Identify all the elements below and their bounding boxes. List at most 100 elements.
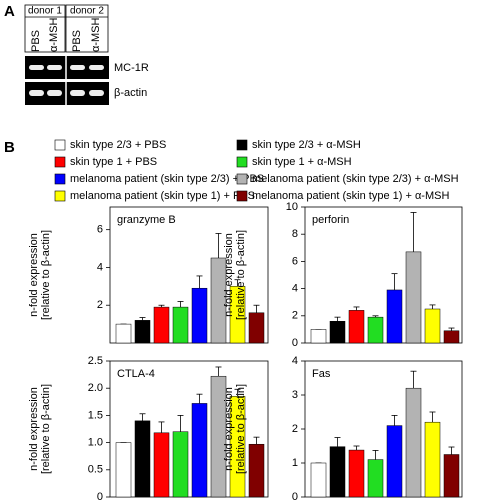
bar — [210, 257, 227, 344]
bar — [405, 387, 422, 498]
legend-swatch — [236, 156, 248, 168]
bar — [367, 316, 384, 344]
plot-frame — [109, 206, 269, 344]
y-tick-label: 8 — [292, 228, 298, 240]
legend-swatch — [54, 190, 66, 202]
y-axis-label: [relative to β-actin] — [40, 384, 52, 474]
y-tick-label: 0 — [292, 337, 298, 349]
y-tick-label: 10 — [286, 201, 298, 213]
plot-frame — [304, 206, 463, 344]
legend-swatch — [236, 190, 248, 202]
chart-title: perforin — [312, 214, 349, 226]
bar — [134, 320, 151, 344]
bar — [443, 330, 460, 344]
lane-label: PBS — [30, 30, 42, 52]
bar — [367, 459, 384, 498]
chart-title: granzyme B — [117, 214, 176, 226]
y-tick-label: 0 — [292, 491, 298, 503]
y-tick-label: 0.5 — [88, 464, 103, 476]
bar — [153, 432, 170, 498]
bar — [348, 449, 365, 498]
y-tick-label: 3 — [292, 389, 298, 401]
y-axis-label: [relative to β-actin] — [40, 230, 52, 320]
y-tick-label: 2.5 — [88, 355, 103, 367]
lane-label: α-MSH — [48, 17, 60, 52]
legend-swatch — [54, 156, 66, 168]
donor-label: donor 1 — [28, 6, 62, 17]
y-axis-label: [relative to β-actin] — [235, 230, 247, 320]
lane-label: PBS — [71, 30, 83, 52]
y-tick-label: 0 — [97, 491, 103, 503]
legend-swatch — [54, 139, 66, 151]
y-tick-label: 6 — [97, 224, 103, 236]
legend-label: skin type 2/3 + PBS — [70, 139, 166, 151]
bar — [153, 306, 170, 344]
y-axis-label: n-fold expression — [28, 233, 40, 317]
y-axis-label: n-fold expression — [223, 387, 235, 471]
bar — [191, 403, 208, 498]
gene-label: MC-1R — [114, 62, 149, 74]
bar — [115, 323, 132, 344]
legend-label: skin type 1 + α-MSH — [252, 156, 352, 168]
y-tick-label: 4 — [97, 261, 103, 273]
bar — [248, 443, 265, 498]
bar — [405, 251, 422, 344]
gene-label: β-actin — [114, 87, 147, 99]
bar — [115, 442, 132, 498]
bar — [386, 289, 403, 344]
bar — [424, 308, 441, 344]
bar — [229, 286, 246, 344]
y-axis-label: n-fold expression — [28, 387, 40, 471]
bar — [191, 287, 208, 344]
lane-label: α-MSH — [90, 17, 102, 52]
legend-label: melanoma patient (skin type 1) + α-MSH — [252, 190, 449, 202]
legend-label: melanoma patient (skin type 1) + PBS — [70, 190, 255, 202]
legend-label: skin type 2/3 + α-MSH — [252, 139, 361, 151]
y-tick-label: 4 — [292, 283, 298, 295]
y-tick-label: 1.5 — [88, 409, 103, 421]
panel-label: B — [4, 139, 15, 156]
bar — [210, 375, 227, 498]
bar — [329, 446, 346, 498]
bar — [348, 310, 365, 344]
gel-image — [25, 56, 109, 79]
y-tick-label: 2 — [292, 310, 298, 322]
bar — [134, 420, 151, 498]
bar — [443, 454, 460, 498]
legend-swatch — [236, 173, 248, 185]
donor-label: donor 2 — [70, 6, 104, 17]
y-tick-label: 2 — [292, 423, 298, 435]
legend-label: melanoma patient (skin type 2/3) + α-MSH — [252, 173, 459, 185]
gel-image — [25, 82, 109, 105]
bar — [248, 312, 265, 344]
y-axis-label: [relative to β-actin] — [235, 384, 247, 474]
y-tick-label: 6 — [292, 255, 298, 267]
bar — [310, 329, 327, 344]
plot-frame — [109, 360, 269, 498]
y-axis-label: n-fold expression — [223, 233, 235, 317]
gel-panel: donor 1 donor 2 PBS α-MSH PBS α-MSH MC-1… — [24, 4, 149, 105]
y-tick-label: 1 — [292, 457, 298, 469]
bar — [229, 396, 246, 498]
bar — [386, 425, 403, 498]
legend-swatch — [54, 173, 66, 185]
y-tick-label: 4 — [292, 355, 298, 367]
bar — [172, 431, 189, 498]
bar — [172, 306, 189, 344]
bar — [310, 462, 327, 498]
chart-title: CTLA-4 — [117, 368, 155, 380]
donor-box — [24, 4, 66, 53]
y-tick-label: 2 — [97, 299, 103, 311]
panel-label: A — [4, 3, 15, 20]
legend-label: skin type 1 + PBS — [70, 156, 157, 168]
chart-title: Fas — [312, 368, 331, 380]
y-tick-label: 2.0 — [88, 382, 103, 394]
donor-box — [65, 4, 109, 53]
bar — [424, 421, 441, 498]
bar — [329, 320, 346, 344]
legend-label: melanoma patient (skin type 2/3) + PBS — [70, 173, 264, 185]
legend-swatch — [236, 139, 248, 151]
y-tick-label: 1.0 — [88, 437, 103, 449]
gel-bands — [29, 65, 104, 96]
